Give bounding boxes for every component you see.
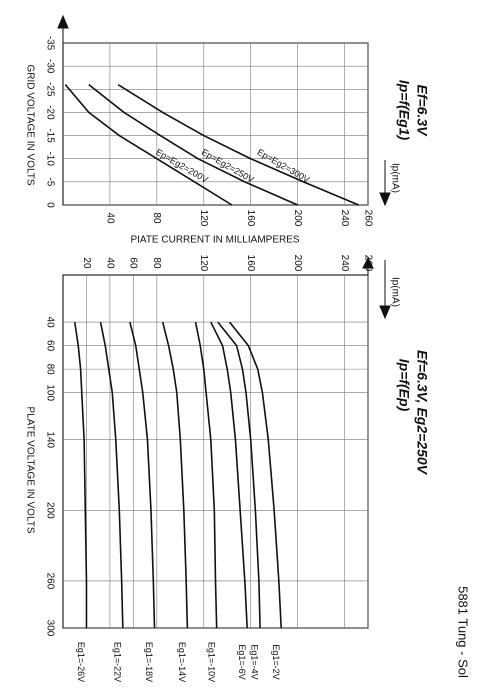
curve-label: Eg1=-6V <box>237 644 247 679</box>
y-tick-label: 200 <box>292 210 303 227</box>
y-tick-label: 80 <box>151 257 162 269</box>
curve <box>88 84 298 206</box>
y-tick-label: 160 <box>245 255 256 272</box>
x-tick-label: -25 <box>44 82 55 97</box>
curve <box>228 321 282 629</box>
x-tick-label: 200 <box>44 502 55 519</box>
y-tick-label: 120 <box>198 210 209 227</box>
axis-title: PLATE VOLTAGE IN VOLTS <box>24 406 35 533</box>
x-tick-label: 260 <box>44 573 55 590</box>
value-axis-label: Ip(mA) <box>389 163 400 193</box>
curve-label: Eg1=-2V <box>271 644 281 679</box>
axis-title: PIATE CURRENT IN MILLIAMPERES <box>130 235 299 246</box>
y-tick-label: 40 <box>104 257 115 269</box>
y-tick-label: 260 <box>362 255 373 272</box>
y-tick-label: 200 <box>292 255 303 272</box>
x-tick-label: 0 <box>44 202 55 208</box>
x-tick-label: -35 <box>44 36 55 51</box>
curve <box>129 321 156 629</box>
value-axis-label: Ip(mA) <box>389 277 400 307</box>
y-tick-label: 80 <box>151 212 162 224</box>
curve <box>99 321 124 629</box>
annotation: Ef=6.3V <box>414 85 430 138</box>
axis-arrow <box>362 256 374 275</box>
y-tick-label: 260 <box>362 210 373 227</box>
annotation: Ip=f(Eg1) <box>396 80 412 141</box>
y-tick-label: 240 <box>339 210 350 227</box>
curve <box>117 83 359 206</box>
curve <box>210 321 248 629</box>
x-tick-label: -10 <box>44 151 55 166</box>
x-tick-label: 100 <box>44 384 55 401</box>
curve-label: Eg1=-14V <box>177 642 187 682</box>
axis-arrow <box>379 260 391 320</box>
curve-label: Eg1=-26V <box>76 642 86 682</box>
annotation: Ef=6.3V, Eg2=250V <box>414 350 430 476</box>
axis-arrow <box>57 14 69 43</box>
y-tick-label: 20 <box>81 257 92 269</box>
x-tick-label: 80 <box>44 364 55 376</box>
y-tick-label: 240 <box>339 255 350 272</box>
footer: 5881 Tung - Sol <box>456 586 471 678</box>
curve-label: Eg1=-10V <box>206 642 216 682</box>
curve <box>73 321 88 628</box>
x-tick-label: 300 <box>44 620 55 637</box>
curve-label: Eg1=-22V <box>112 642 122 682</box>
x-tick-label: -5 <box>44 177 55 186</box>
curve-label: Eg1=-18V <box>144 642 154 682</box>
y-tick-label: 60 <box>128 257 139 269</box>
curve <box>161 321 189 629</box>
axis-arrow <box>379 160 391 207</box>
x-tick-label: -30 <box>44 59 55 74</box>
x-tick-label: 40 <box>44 317 55 329</box>
curve <box>64 84 233 206</box>
x-tick-label: -20 <box>44 105 55 120</box>
y-tick-label: 160 <box>245 210 256 227</box>
annotation: Ip=f(Ep) <box>396 359 412 412</box>
x-tick-label: 140 <box>44 431 55 448</box>
x-tick-label: 60 <box>44 340 55 352</box>
y-tick-label: 120 <box>198 255 209 272</box>
curve <box>217 321 261 629</box>
axis-title: GRID VOLTAGE IN VOLTS <box>24 64 35 185</box>
curve-label: Eg1=-4V <box>250 644 260 679</box>
curve <box>194 321 218 629</box>
y-tick-label: 40 <box>104 212 115 224</box>
x-tick-label: -15 <box>44 128 55 143</box>
